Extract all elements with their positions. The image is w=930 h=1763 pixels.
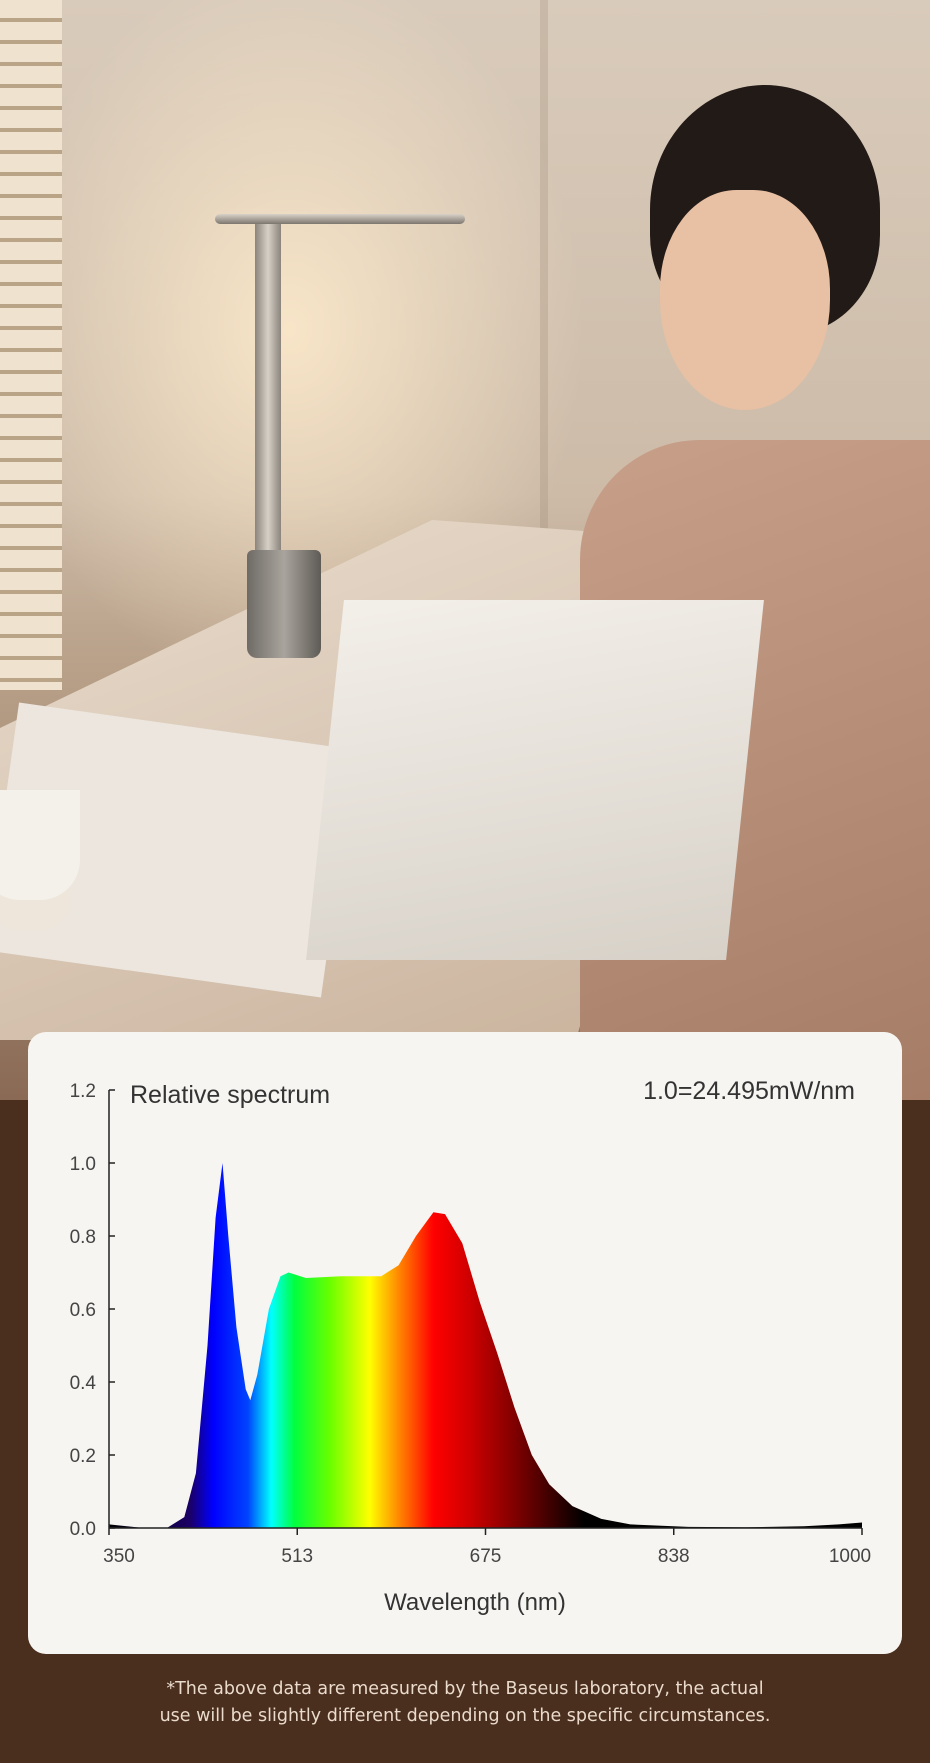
lamp-pole [255,224,281,554]
product-photo [0,0,930,1100]
y-tick-label: 0.8 [70,1227,96,1248]
disclaimer: *The above data are measured by the Base… [0,1676,930,1730]
window-blinds [0,0,62,690]
spectrum-area [109,1163,862,1528]
x-axis-label: Wavelength (nm) [384,1589,566,1616]
spectrum-chart-card: 0.0 0.2 0.4 0.6 0.8 1.0 1.2 350 513 675 838 1000 Re… [28,1032,902,1654]
lamp-head [215,214,465,224]
wall-corner [540,0,548,560]
lamp-base [247,550,321,658]
chart-title: Relative spectrum [130,1081,330,1109]
magazine [306,600,764,960]
x-tick-label: 350 [103,1546,135,1567]
x-tick-label: 513 [281,1546,313,1567]
y-tick-label: 1.0 [70,1154,96,1175]
y-tick-label: 0.4 [70,1373,97,1394]
y-tick-label: 0.2 [70,1446,96,1467]
face [660,190,830,410]
x-tick-label: 675 [470,1546,502,1567]
disclaimer-line-2: use will be slightly different depending… [159,1706,771,1726]
spectrum-chart: 0.0 0.2 0.4 0.6 0.8 1.0 1.2 350 513 675 838 1000 Re… [70,1077,872,1616]
y-tick-label: 0.6 [70,1300,96,1321]
y-tick-label: 0.0 [70,1519,96,1540]
disclaimer-line-1: *The above data are measured by the Base… [166,1679,764,1699]
y-tick-label: 1.2 [70,1081,96,1102]
woman-reading [560,80,930,1100]
coffee-cup [0,790,80,900]
x-tick-label: 1000 [829,1546,871,1567]
x-tick-label: 838 [658,1546,690,1567]
chart-annotation: 1.0=24.495mW/nm [643,1077,855,1105]
